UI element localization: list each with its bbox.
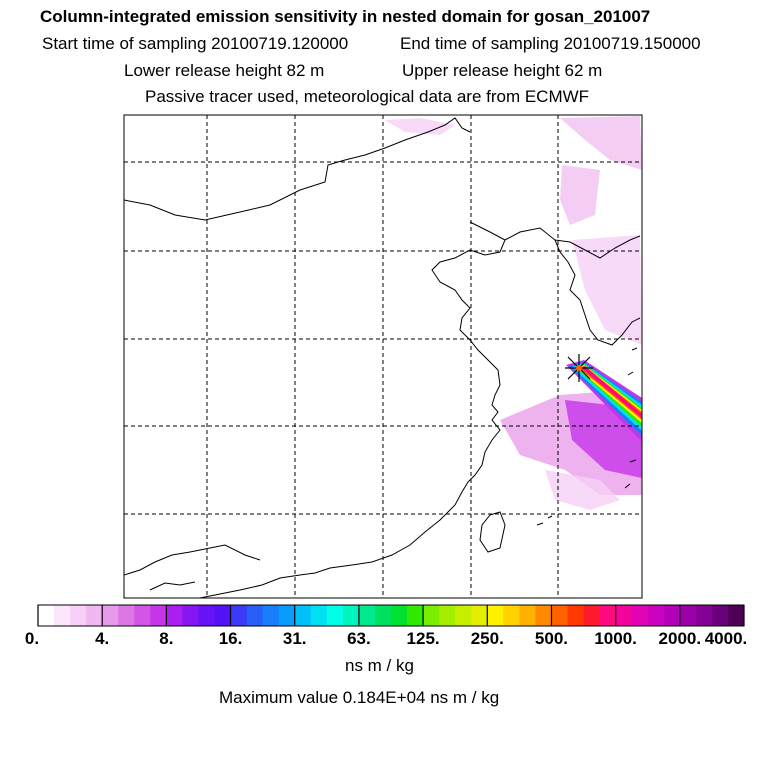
korea-coast xyxy=(554,235,641,346)
colorbar-swatch xyxy=(118,605,135,626)
tracer-note: Passive tracer used, meteorological data… xyxy=(145,87,590,106)
field-patch-north xyxy=(385,118,455,135)
colorbar-tick-label: 0. xyxy=(24,629,40,648)
upper-release-height: Upper release height 62 m xyxy=(402,61,603,80)
border-line-north xyxy=(124,117,471,221)
colorbar-swatch xyxy=(358,605,376,626)
colorbar-swatch xyxy=(54,605,71,626)
colorbar-swatch xyxy=(214,605,232,626)
maximum-value: Maximum value 0.184E+04 ns m / kg xyxy=(219,688,500,707)
plume-cyan xyxy=(572,363,642,431)
colorbar-swatch xyxy=(278,605,296,626)
map-area xyxy=(124,115,642,598)
colorbar-swatch xyxy=(310,605,328,626)
colorbar-tick-label: 31. xyxy=(282,629,307,648)
colorbar-swatch xyxy=(374,605,392,626)
colorbar-swatch xyxy=(70,605,87,626)
title: Column-integrated emission sensitivity i… xyxy=(40,7,651,26)
colorbar-swatch xyxy=(198,605,215,626)
colorbar-swatch xyxy=(439,605,456,626)
colorbar-tick-label: 2000. xyxy=(658,629,702,648)
colorbar-swatch xyxy=(519,605,536,626)
colorbar-swatch xyxy=(166,605,183,626)
islands xyxy=(536,347,638,526)
colorbar-swatch xyxy=(471,605,488,626)
plume-orange xyxy=(579,366,642,420)
colorbar-swatch xyxy=(150,605,167,626)
colorbar-swatch xyxy=(455,605,472,626)
colorbar-swatch xyxy=(102,605,119,626)
colorbar-swatch xyxy=(615,605,633,626)
colorbar-swatch xyxy=(342,605,360,626)
colorbar-swatch xyxy=(230,605,248,626)
border-south xyxy=(124,544,261,591)
colorbar-swatch xyxy=(294,605,312,626)
colorbar-swatch xyxy=(567,605,585,626)
colorbar-swatch xyxy=(246,605,264,626)
colorbar-swatch xyxy=(86,605,103,626)
field-patch-korea xyxy=(572,235,642,345)
colorbar-swatch xyxy=(423,605,440,626)
colorbar-swatch xyxy=(134,605,151,626)
colorbar-swatch xyxy=(38,605,55,626)
sensitivity-field xyxy=(385,116,642,510)
start-time: Start time of sampling 20100719.120000 xyxy=(42,34,349,53)
colorbar-swatch xyxy=(407,605,424,626)
lat-lon-grid xyxy=(124,115,642,598)
colorbar-swatch xyxy=(695,605,713,626)
lower-release-height: Lower release height 82 m xyxy=(124,61,325,80)
colorbar-tick-label: 500. xyxy=(534,629,568,648)
colorbar-swatch xyxy=(262,605,280,626)
china-korea-border xyxy=(504,227,561,253)
colorbar-tick-label: 8. xyxy=(159,629,174,648)
colorbar-swatch xyxy=(535,605,552,626)
colorbar-tick-label: 1000. xyxy=(594,629,637,648)
field-patch-east xyxy=(560,165,600,225)
colorbar-swatch xyxy=(503,605,520,626)
colorbar-tick-label: 63. xyxy=(347,629,371,648)
release-site-marker xyxy=(565,354,593,382)
colorbar-swatch xyxy=(679,605,697,626)
colorbar-swatch xyxy=(631,605,649,626)
colorbar xyxy=(37,604,745,627)
colorbar-swatch xyxy=(326,605,344,626)
colorbar-swatch xyxy=(487,605,504,626)
colorbar-tick-label: 125. xyxy=(406,629,440,648)
colorbar-swatch xyxy=(727,605,745,626)
field-patch-north-east xyxy=(560,116,642,170)
colorbar-tick-label: 4. xyxy=(95,629,110,648)
china-coast xyxy=(199,221,506,598)
colorbar-swatch xyxy=(391,605,408,626)
taiwan xyxy=(479,511,506,553)
colorbar-swatch xyxy=(599,605,617,626)
colorbar-swatch xyxy=(663,605,681,626)
colorbar-tick-label: 16. xyxy=(218,629,243,648)
colorbar-swatch xyxy=(182,605,199,626)
plume xyxy=(566,360,642,442)
colorbar-tick-label: 4000. xyxy=(704,629,748,648)
colorbar-swatch xyxy=(711,605,729,626)
colorbar-tick-label: 250. xyxy=(470,629,504,648)
colorbar-swatch xyxy=(551,605,568,626)
colorbar-swatch xyxy=(647,605,665,626)
end-time: End time of sampling 20100719.150000 xyxy=(400,34,701,53)
colorbar-unit: ns m / kg xyxy=(345,656,414,675)
plume-magenta xyxy=(581,366,642,418)
colorbar-swatch xyxy=(583,605,601,626)
field-patch-low xyxy=(545,470,620,510)
map-frame xyxy=(123,114,643,599)
